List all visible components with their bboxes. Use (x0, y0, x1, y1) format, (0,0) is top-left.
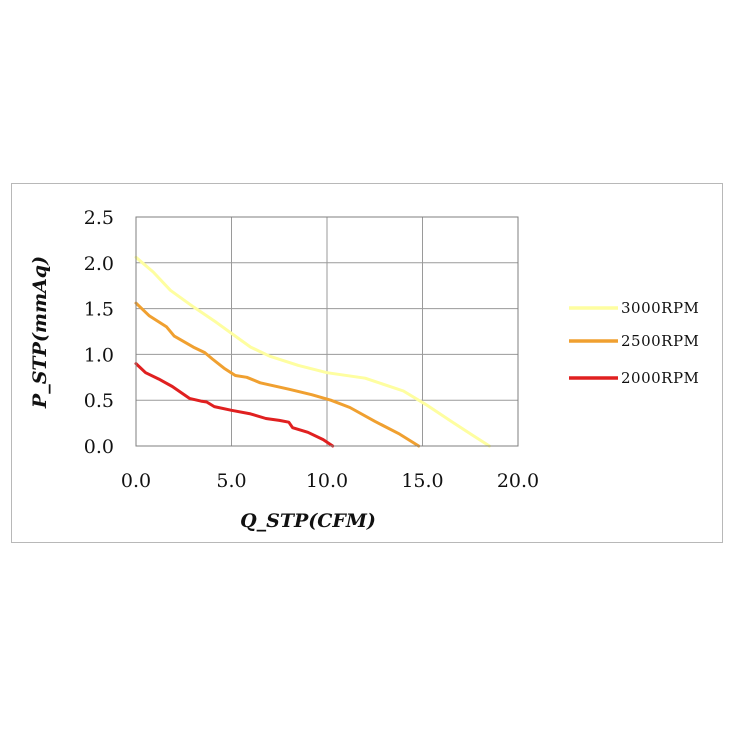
gridlines (135, 216, 519, 447)
y-tick-label: 2.0 (84, 253, 114, 275)
x-axis-title: Q_STP(CFM) (240, 510, 376, 532)
series-line-3000rpm (134, 255, 491, 448)
legend-label-3000rpm: 3000RPM (621, 299, 699, 317)
y-axis-title: P_STP(mmAq) (29, 256, 51, 409)
legend-label-2500rpm: 2500RPM (621, 332, 699, 350)
tick-labels: 0.0 5.0 10.0 15.0 20.0 0.0 0.5 1.0 1.5 2.0 2.5 (84, 207, 539, 492)
legend-label-2000rpm: 2000RPM (621, 369, 699, 387)
plot-area-border (135, 216, 519, 447)
y-tick-label: 0.5 (84, 390, 114, 412)
x-tick-label: 5.0 (216, 470, 246, 492)
y-tick-label: 1.5 (84, 299, 114, 321)
x-tick-label: 20.0 (497, 470, 539, 492)
series-lines (134, 255, 491, 448)
pq-chart: 0.0 5.0 10.0 15.0 20.0 0.0 0.5 1.0 1.5 2.0 2.5 Q_S… (29, 207, 699, 532)
series-line-2500rpm (134, 301, 421, 448)
chart-frame: 0.0 5.0 10.0 15.0 20.0 0.0 0.5 1.0 1.5 2.0 2.5 Q_S… (11, 183, 723, 543)
y-tick-label: 1.0 (84, 344, 114, 366)
y-tick-label: 2.5 (84, 207, 114, 229)
series-line-2000rpm (134, 362, 335, 448)
y-tick-label: 0.0 (84, 436, 114, 458)
x-tick-label: 10.0 (306, 470, 348, 492)
legend: 3000RPM 2500RPM 2000RPM (569, 299, 699, 387)
x-tick-label: 0.0 (121, 470, 151, 492)
x-tick-label: 15.0 (401, 470, 443, 492)
